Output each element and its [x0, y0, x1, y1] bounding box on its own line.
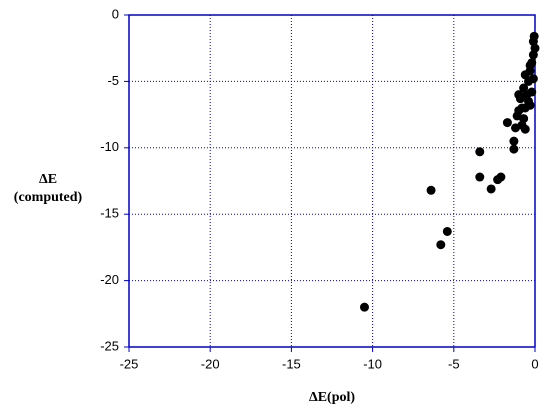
point	[528, 74, 538, 84]
point	[486, 184, 496, 194]
x-tick-label: -5	[448, 356, 460, 371]
y-tick-label: -20	[100, 272, 119, 287]
point	[509, 144, 519, 154]
point	[475, 147, 485, 157]
point	[520, 124, 530, 134]
point	[359, 302, 369, 312]
point	[509, 136, 519, 146]
y-tick-label: -5	[107, 73, 119, 88]
point	[517, 103, 527, 113]
point	[426, 185, 436, 195]
point	[524, 96, 534, 106]
x-tick-label: -15	[282, 356, 301, 371]
x-axis-label: ΔE(pol)	[309, 390, 355, 405]
point	[502, 118, 512, 128]
point	[529, 31, 539, 41]
point	[436, 240, 446, 250]
point	[527, 87, 537, 97]
x-tick-label: -25	[120, 356, 139, 371]
y-tick-label: -25	[100, 338, 119, 353]
x-tick-label: 0	[531, 356, 538, 371]
y-tick-label: 0	[112, 6, 119, 21]
point	[512, 111, 522, 121]
point	[514, 90, 524, 100]
x-tick-label: -20	[201, 356, 220, 371]
point	[475, 172, 485, 182]
point	[519, 83, 529, 93]
point	[442, 226, 452, 236]
point	[525, 60, 535, 70]
y-tick-label: -10	[100, 139, 119, 154]
point	[496, 172, 506, 182]
y-tick-label: -15	[100, 206, 119, 221]
y-axis-label: ΔE	[39, 172, 57, 187]
y-axis-label: (computed)	[14, 190, 83, 205]
plot-frame	[128, 14, 536, 348]
x-tick-label: -10	[363, 356, 382, 371]
